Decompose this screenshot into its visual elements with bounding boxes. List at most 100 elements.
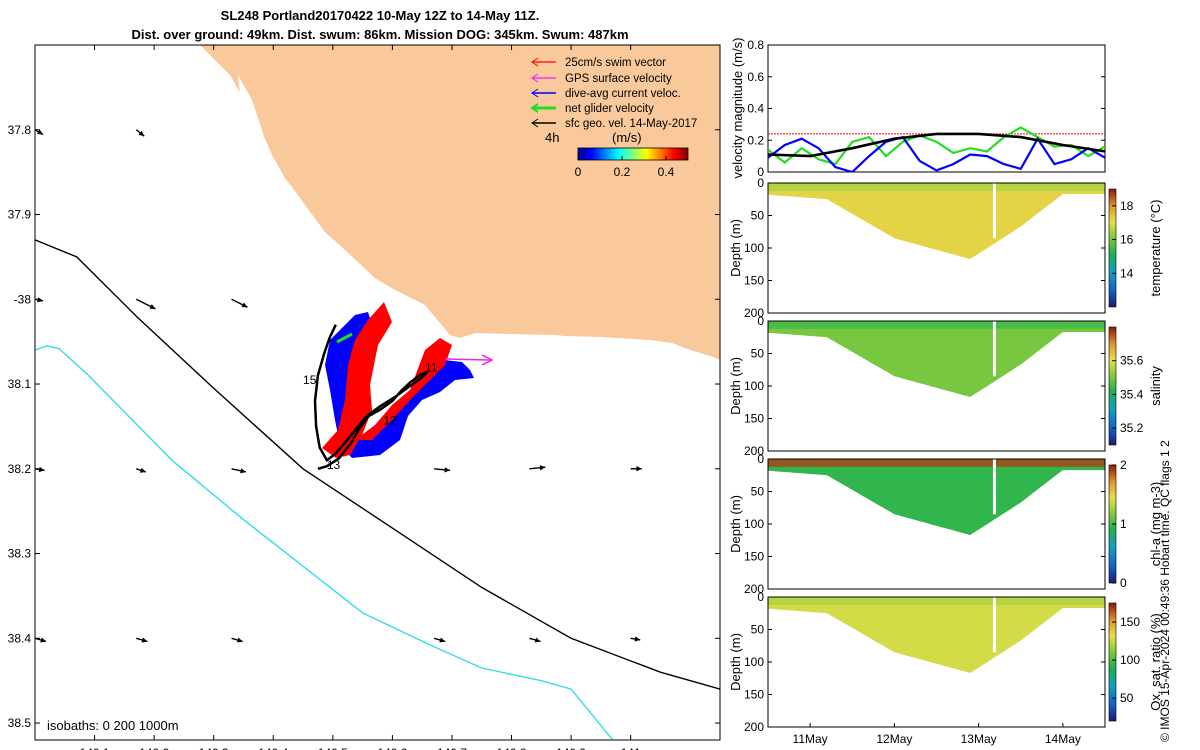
time-tick-label: 14May — [1045, 732, 1081, 746]
geo-velocity-arrowhead — [444, 467, 451, 473]
legend-geo: sfc geo. vel. 14-May-2017 — [565, 118, 697, 130]
param-colorbar-tick-label: 150 — [1120, 615, 1140, 629]
legend-swim: 25cm/s swim vector — [565, 57, 666, 69]
param-colorbar-tick-label: 0 — [1120, 576, 1127, 590]
y-tick-label: 38.5 — [8, 716, 32, 730]
depth-tick-label: 150 — [744, 274, 764, 288]
velocity-series-line — [768, 132, 1105, 158]
velocity-frame — [767, 44, 1106, 173]
geo-velocity-arrowhead — [236, 637, 243, 643]
time-axis: 11May 12May 13May 14May — [793, 723, 1081, 746]
depth-tick-label: 100 — [744, 241, 764, 255]
x-tick-label: 140.2 — [139, 746, 169, 750]
section-gap — [992, 321, 996, 377]
time-tick-label: 12May — [876, 732, 912, 746]
day-label: 13 — [327, 458, 341, 472]
depth-tick-label: 50 — [751, 485, 765, 499]
param-colorbar-tick-label: 16 — [1120, 233, 1134, 247]
day-labels: 11 12 13 15 — [303, 360, 438, 471]
y-tick-label: 38.2 — [8, 462, 32, 476]
legend-gps: GPS surface velocity — [565, 73, 672, 85]
legend-current-head — [531, 88, 539, 98]
geo-velocity-arrowhead — [37, 129, 43, 135]
depth-tick-label: 50 — [751, 623, 765, 637]
day-label: 15 — [303, 373, 317, 387]
velocity-y-tick-label: 0.8 — [747, 38, 764, 52]
depth-tick-label: 200 — [744, 720, 764, 734]
velocity-ylabel: velocity magnitude (m/s) — [730, 38, 745, 179]
geo-velocity-arrowhead — [138, 130, 145, 137]
map-frame — [34, 44, 721, 741]
gps-arrowhead — [481, 354, 494, 366]
depth-tick-label: 50 — [751, 347, 765, 361]
geo-velocity-arrowhead — [439, 637, 446, 643]
map-colorbar — [577, 147, 689, 161]
map-colorbar-ticks: 0 0.2 0.4 — [575, 156, 675, 179]
depth-tick-label: 100 — [744, 379, 764, 393]
geo-velocity-arrowhead — [37, 297, 43, 303]
section-panel: 0 50 100 150 200 Depth (m) 0 1 2 chl-a (mg m-3) — [728, 452, 1163, 596]
y-tick-label: -38 — [14, 292, 32, 306]
param-colorbar-tick-label: 35.2 — [1120, 421, 1144, 435]
y-tick-label: 38.3 — [8, 547, 32, 561]
param-colorbar-tick-label: 50 — [1120, 691, 1134, 705]
depth-tick-label: 0 — [757, 176, 764, 190]
gps-velocity-arrow — [444, 358, 491, 361]
velocity-y-tick-label: 0.6 — [747, 70, 764, 84]
legend-geo-head — [531, 118, 539, 128]
section-panel: 0 50 100 150 200 Depth (m) 35.2 35.4 35.6 salinit… — [728, 314, 1163, 458]
section-surface-layer — [768, 459, 1105, 467]
param-colorbar-tick-label: 35.6 — [1120, 354, 1144, 368]
geo-velocity-arrowhead — [534, 637, 541, 643]
section-gap — [992, 459, 996, 515]
depth-tick-label: 150 — [744, 688, 764, 702]
day-label: 11 — [425, 360, 438, 374]
x-tick-label: 140.7 — [437, 746, 467, 750]
chart-subtitle: Dist. over ground: 49km. Dist. swum: 86k… — [131, 27, 629, 42]
swim-vectors — [322, 302, 452, 458]
colorbar-tick-label: 0.4 — [658, 165, 675, 179]
geo-velocity-arrowhead — [634, 636, 641, 642]
x-tick-label: 140.3 — [199, 746, 229, 750]
geo-velocity-arrowhead — [139, 467, 146, 473]
x-tick-label: 140.9 — [556, 746, 586, 750]
geo-velocity-arrowhead — [141, 637, 148, 643]
geo-velocity-arrowhead — [636, 466, 642, 472]
chart-title: SL248 Portland20170422 10-May 12Z to 14-… — [220, 8, 540, 23]
geo-velocity-arrowhead — [149, 304, 156, 309]
y-tick-label: 38.1 — [8, 377, 32, 391]
section-gap — [992, 183, 996, 239]
land-inlet — [238, 75, 268, 150]
depth-tick-label: 150 — [744, 550, 764, 564]
depth-tick-label: 0 — [757, 590, 764, 604]
net-velocity-arrow — [336, 332, 353, 344]
depth-ylabel: Depth (m) — [728, 357, 743, 415]
param-colorbar-tick-label: 2 — [1120, 458, 1127, 472]
map-legend: 25cm/s swim vector GPS surface velocity … — [530, 57, 697, 179]
legend-net: net glider velocity — [565, 103, 654, 115]
depth-tick-label: 200 — [744, 306, 764, 320]
depth-ylabel: Depth (m) — [728, 219, 743, 277]
geo-velocity-arrowhead — [38, 466, 45, 473]
depth-ylabel: Depth (m) — [728, 495, 743, 553]
geo-velocity-arrowhead — [241, 302, 248, 308]
velocity-lines — [768, 126, 1105, 172]
legend-units: (m/s) — [612, 130, 642, 145]
land-coast — [200, 45, 720, 360]
y-tick-label: 38.4 — [8, 631, 32, 645]
param-colorbar — [1108, 326, 1117, 446]
legend-current: dive-avg current veloc. — [565, 88, 681, 100]
section-fill — [768, 597, 1105, 673]
param-colorbar-label: temperature (°C) — [1148, 200, 1163, 297]
day-label: 12 — [383, 414, 397, 428]
x-tick-label: 140.5 — [318, 746, 348, 750]
geo-velocity-arrows — [35, 129, 642, 643]
velocity-y-tick-label: 0 — [757, 165, 764, 179]
param-colorbar-label: Ox. sat. ratio (%) — [1148, 613, 1163, 711]
map-axis-ticks: 140.1 140.2 140.3 140.4 140.5 140.6 140.7 140.8… — [8, 45, 720, 750]
legend-gps-head — [531, 73, 539, 83]
section-fill — [768, 183, 1105, 259]
x-tick-label: 140.4 — [258, 746, 288, 750]
